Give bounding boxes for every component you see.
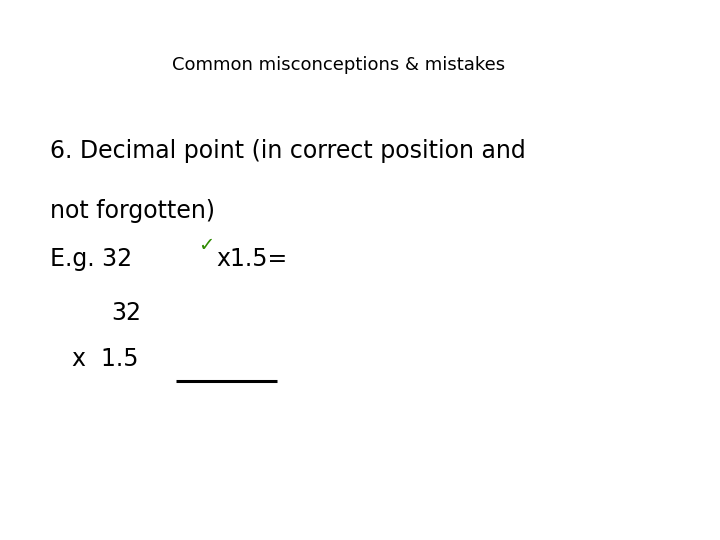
Text: 32: 32 xyxy=(112,301,142,325)
Text: ✓: ✓ xyxy=(198,236,215,255)
Text: 6. Decimal point (in correct position and: 6. Decimal point (in correct position an… xyxy=(50,139,526,163)
Text: E.g. 32: E.g. 32 xyxy=(50,247,132,271)
Text: x  1.5: x 1.5 xyxy=(72,347,138,371)
Text: Common misconceptions & mistakes: Common misconceptions & mistakes xyxy=(172,56,505,74)
Text: x1.5=: x1.5= xyxy=(216,247,287,271)
Text: not forgotten): not forgotten) xyxy=(50,199,215,222)
